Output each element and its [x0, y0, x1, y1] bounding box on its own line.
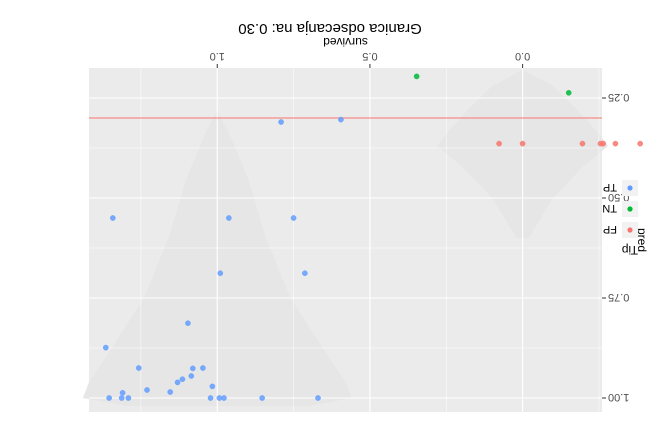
point-tp: [338, 116, 344, 123]
point-tp: [106, 395, 112, 401]
legend-label-tn: TN: [602, 202, 617, 214]
point-tp: [174, 379, 181, 386]
point-tp: [259, 395, 265, 401]
legend-label-fp: FP: [603, 223, 617, 235]
point-fp: [579, 140, 586, 147]
legend-swatch-tn: [627, 206, 633, 212]
x-axis-title: survived: [323, 35, 368, 49]
point-tp: [135, 365, 142, 371]
point-fp: [496, 140, 502, 147]
point-tp: [188, 373, 195, 379]
point-tp: [167, 389, 174, 395]
point-tp: [217, 270, 224, 277]
legend: Tip FP TN TP: [602, 180, 638, 257]
point-tp: [110, 215, 116, 221]
point-tp: [278, 119, 284, 125]
point-tp: [226, 215, 232, 221]
point-tp: [290, 215, 297, 221]
point-fp: [519, 140, 526, 147]
point-tn: [413, 73, 420, 80]
point-tp: [315, 395, 321, 401]
point-tp: [207, 395, 214, 401]
point-fp: [637, 140, 643, 147]
grid-layer: [89, 68, 602, 412]
point-tp: [200, 365, 206, 371]
y-axis-title: pred: [635, 228, 649, 252]
point-tp: [125, 395, 132, 401]
point-tp: [185, 320, 191, 327]
point-tp: [190, 365, 196, 372]
point-tp: [144, 387, 150, 393]
chart-caption: Granica odsecanja na: 0.30: [238, 20, 421, 37]
point-tp: [221, 395, 227, 401]
x-tick-label: 1.0: [210, 50, 225, 62]
legend-swatch-fp: [627, 227, 633, 233]
legend-swatch-tp: [627, 185, 633, 191]
y-tick-label: 0.75: [608, 291, 629, 303]
y-tick-label: 1.00: [608, 391, 629, 403]
point-fp: [600, 140, 607, 147]
point-tp: [119, 390, 126, 396]
points-layer: [102, 73, 643, 401]
point-tp: [209, 383, 216, 390]
legend-label-tp: TP: [603, 181, 617, 193]
legend-title: Tip: [621, 243, 638, 257]
point-fp: [612, 140, 619, 147]
plot-area: 0.00.51.00.250.500.751.00 survived pred: [82, 35, 649, 412]
point-tp: [179, 376, 186, 382]
point-tp: [118, 395, 125, 401]
y-tick-label: 0.25: [608, 91, 629, 103]
x-tick-label: 0.0: [515, 50, 530, 62]
point-tp: [302, 270, 308, 277]
point-tn: [565, 89, 572, 96]
x-tick-label: 0.5: [362, 50, 377, 62]
point-tp: [102, 344, 109, 351]
